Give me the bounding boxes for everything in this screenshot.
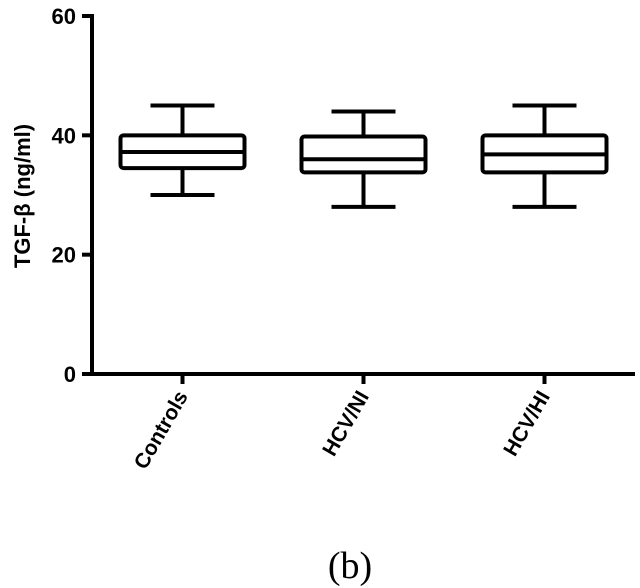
figure-caption: (b) (328, 545, 372, 587)
x-tick-label: Controls (130, 387, 193, 473)
y-tick-label: 0 (64, 362, 76, 387)
box-hcv-ni (299, 109, 428, 209)
box-iqr (299, 134, 428, 175)
boxes (118, 103, 609, 209)
box-controls (118, 103, 247, 197)
x-tick-label: HCV/NI (318, 387, 374, 460)
y-tick-label: 20 (52, 243, 76, 268)
y-axis-label: TGF-β (ng/ml) (10, 124, 35, 268)
x-axis: Controls HCV/NI HCV/HI (92, 372, 635, 473)
y-tick-label: 60 (52, 4, 76, 29)
box-hcv-hi (480, 103, 609, 209)
x-tick-label: HCV/HI (499, 387, 555, 460)
y-axis: 0 20 40 60 (52, 4, 94, 387)
y-tick-label: 40 (52, 123, 76, 148)
